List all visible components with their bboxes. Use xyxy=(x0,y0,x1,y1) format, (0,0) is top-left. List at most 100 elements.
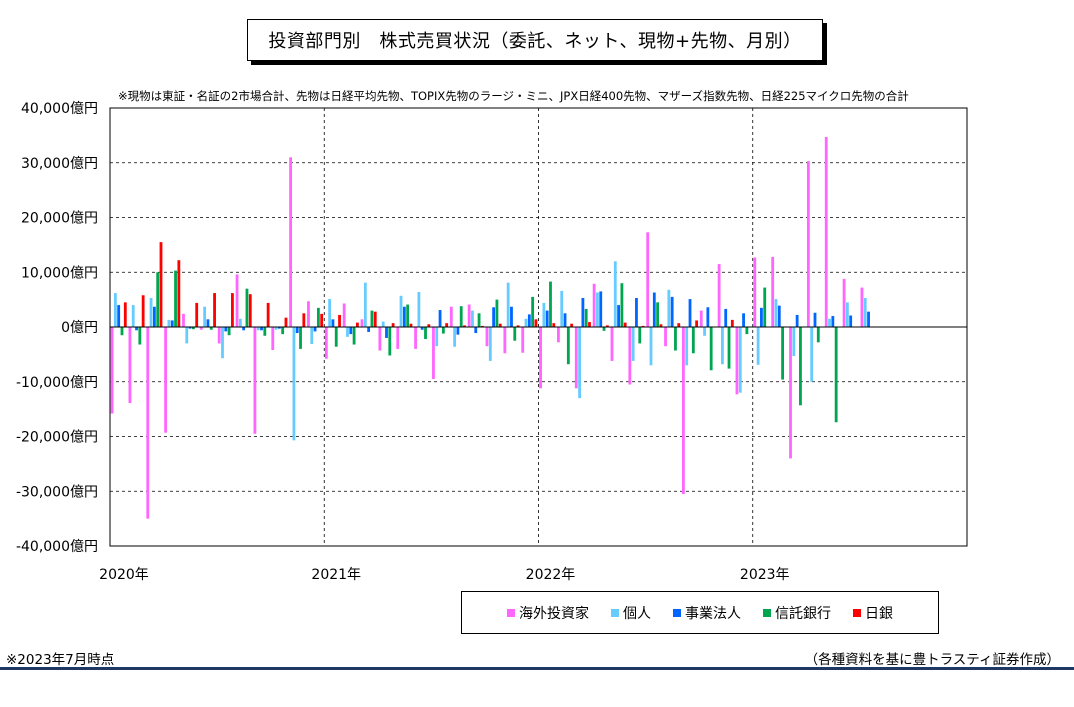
bar-3-11 xyxy=(316,307,320,327)
bar-1-34 xyxy=(721,327,724,365)
bar-3-13 xyxy=(352,327,356,345)
bar-2-38 xyxy=(795,314,799,327)
bar-0-36 xyxy=(753,257,757,327)
bar-0-11 xyxy=(307,301,310,327)
bar-0-34 xyxy=(717,264,721,327)
bar-4-29 xyxy=(641,325,645,327)
bar-0-37 xyxy=(771,256,775,327)
bar-0-23 xyxy=(521,327,525,353)
bar-1-2 xyxy=(149,297,153,327)
bar-0-3 xyxy=(164,327,168,433)
bar-2-3 xyxy=(170,320,174,327)
legend-swatch-trust-bank xyxy=(763,608,771,617)
bar-0-35 xyxy=(735,327,739,395)
legend-label-trust-bank: 信託銀行 xyxy=(775,605,831,622)
legend-item-trust-bank: 信託銀行 xyxy=(763,603,831,623)
bar-1-16 xyxy=(399,295,403,327)
bar-2-25 xyxy=(563,313,567,327)
bar-0-33 xyxy=(699,310,703,327)
bar-0-41 xyxy=(842,278,846,327)
bar-1-19 xyxy=(453,327,457,347)
bar-4-10 xyxy=(302,313,306,327)
bar-2-35 xyxy=(742,313,745,327)
bar-0-6 xyxy=(217,327,221,344)
bar-1-6 xyxy=(221,327,224,359)
bar-1-17 xyxy=(417,291,421,327)
bar-1-28 xyxy=(613,261,617,327)
bar-0-2 xyxy=(146,327,150,519)
bar-3-3 xyxy=(174,270,177,327)
legend-item-corporate: 事業法人 xyxy=(673,603,741,623)
bar-1-11 xyxy=(310,327,314,344)
bar-2-23 xyxy=(527,314,531,327)
bar-3-16 xyxy=(406,304,410,327)
bar-0-21 xyxy=(485,327,489,347)
bar-2-14 xyxy=(367,327,371,332)
bar-2-12 xyxy=(331,319,335,327)
bar-0-8 xyxy=(253,327,257,434)
bar-3-5 xyxy=(209,327,213,330)
bar-0-1 xyxy=(128,327,132,404)
bar-1-3 xyxy=(167,319,171,327)
bar-1-35 xyxy=(738,327,742,393)
bar-2-20 xyxy=(474,327,478,334)
bar-1-4 xyxy=(185,327,189,344)
chart-title: 投資部門別 株式売買状況（委託、ネット、現物+先物、月別） xyxy=(247,19,823,61)
bar-4-0 xyxy=(123,302,127,327)
bar-3-32 xyxy=(691,327,695,354)
bar-4-5 xyxy=(213,293,216,327)
bar-0-19 xyxy=(449,306,453,327)
bar-1-10 xyxy=(292,327,296,441)
x-tick-label: 2021年 xyxy=(311,567,361,583)
bar-1-41 xyxy=(845,302,849,327)
bar-4-14 xyxy=(373,311,377,327)
bar-4-15 xyxy=(391,323,395,327)
bar-2-5 xyxy=(206,319,210,327)
bar-0-27 xyxy=(592,283,596,327)
bar-2-7 xyxy=(242,327,246,331)
bar-2-2 xyxy=(152,306,156,327)
bar-0-25 xyxy=(557,327,560,343)
bar-1-8 xyxy=(256,327,260,331)
bar-0-29 xyxy=(628,327,632,385)
footnote-source: （各種資料を基に豊トラスティ証券作成） xyxy=(804,652,1060,668)
bar-1-29 xyxy=(631,327,635,361)
bar-4-16 xyxy=(409,323,413,327)
bar-chart: 40,000億円 30,000億円 20,000億円 10,000億円 0億円 -10,0… xyxy=(16,101,968,583)
bar-4-1 xyxy=(141,295,145,327)
bar-2-34 xyxy=(724,308,728,327)
bar-3-20 xyxy=(477,313,481,327)
bar-2-27 xyxy=(599,291,603,327)
bar-1-7 xyxy=(238,318,242,327)
bar-3-34 xyxy=(727,327,731,369)
bar-1-36 xyxy=(756,327,760,365)
bar-1-42 xyxy=(863,297,867,327)
bar-4-3 xyxy=(177,260,181,327)
bar-2-16 xyxy=(402,306,406,327)
bar-0-9 xyxy=(271,327,275,350)
bar-2-24 xyxy=(545,310,549,327)
bar-3-29 xyxy=(638,327,642,344)
legend-swatch-individual xyxy=(611,608,619,617)
bar-3-23 xyxy=(531,296,535,327)
bar-2-31 xyxy=(670,296,674,327)
legend-label-individual: 個人 xyxy=(623,605,651,622)
bar-4-9 xyxy=(284,317,288,327)
bar-1-30 xyxy=(649,327,653,366)
bar-2-9 xyxy=(277,327,281,329)
bar-1-5 xyxy=(203,306,207,327)
x-tick-label: 2022年 xyxy=(526,567,576,583)
bar-2-0 xyxy=(117,305,121,327)
bar-4-12 xyxy=(338,314,341,327)
bar-0-12 xyxy=(324,327,328,359)
bar-2-32 xyxy=(688,299,692,327)
bar-0-18 xyxy=(432,327,435,380)
bar-4-6 xyxy=(231,293,234,327)
bar-0-10 xyxy=(289,157,293,327)
bar-1-27 xyxy=(596,292,599,327)
bar-1-15 xyxy=(381,321,385,327)
bar-0-31 xyxy=(664,327,667,347)
bar-1-9 xyxy=(274,327,278,330)
bar-0-40 xyxy=(824,137,828,327)
bar-0-4 xyxy=(182,313,185,327)
